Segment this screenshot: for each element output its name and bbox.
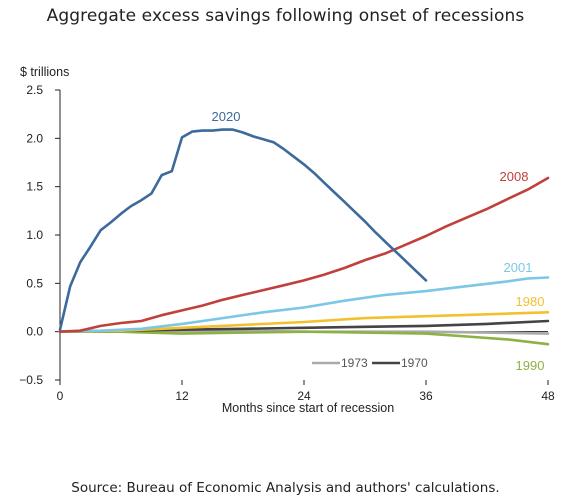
series-label-2020: 2020	[212, 109, 241, 124]
series-label-2001: 2001	[504, 260, 533, 275]
y-tick-label: 0.5	[26, 276, 43, 290]
x-axis-label: Months since start of recession	[222, 401, 394, 415]
y-tick-label: 2.0	[26, 131, 43, 145]
legend-label-1970: 1970	[401, 356, 428, 370]
series-line-2020	[58, 128, 428, 331]
y-tick-label: −0.5	[19, 373, 43, 387]
series-lines	[58, 128, 550, 346]
series-line-2008	[58, 176, 550, 333]
x-tick-label: 36	[419, 389, 433, 403]
axes: −0.5 0.0 0.5 1.0 1.5 2.0 2.5 0 12 24 36 48 $ trillio…	[19, 65, 555, 415]
x-tick-label: 12	[175, 389, 189, 403]
y-tick-label: 2.5	[26, 83, 43, 97]
source-note: Source: Bureau of Economic Analysis and …	[71, 480, 500, 496]
y-tick-label: 1.5	[26, 180, 43, 194]
y-tick-label: 0.0	[26, 325, 43, 339]
series-label-1990: 1990	[516, 358, 545, 373]
legend-label-1973: 1973	[341, 356, 368, 370]
y-axis-label: $ trillions	[20, 65, 69, 79]
series-label-1980: 1980	[516, 294, 545, 309]
chart-title: Aggregate excess savings following onset…	[46, 6, 525, 26]
y-tick-label: 1.0	[26, 228, 43, 242]
series-label-2008: 2008	[500, 169, 529, 184]
x-tick-label: 0	[57, 389, 64, 403]
series-line-2001	[58, 276, 550, 333]
series-line-1990	[58, 330, 550, 346]
legend: 1973 1970	[312, 356, 428, 370]
x-tick-label: 48	[541, 389, 555, 403]
x-tick-label: 24	[297, 389, 311, 403]
series-labels: 1980 1990 2001 2008 2020	[212, 109, 545, 373]
